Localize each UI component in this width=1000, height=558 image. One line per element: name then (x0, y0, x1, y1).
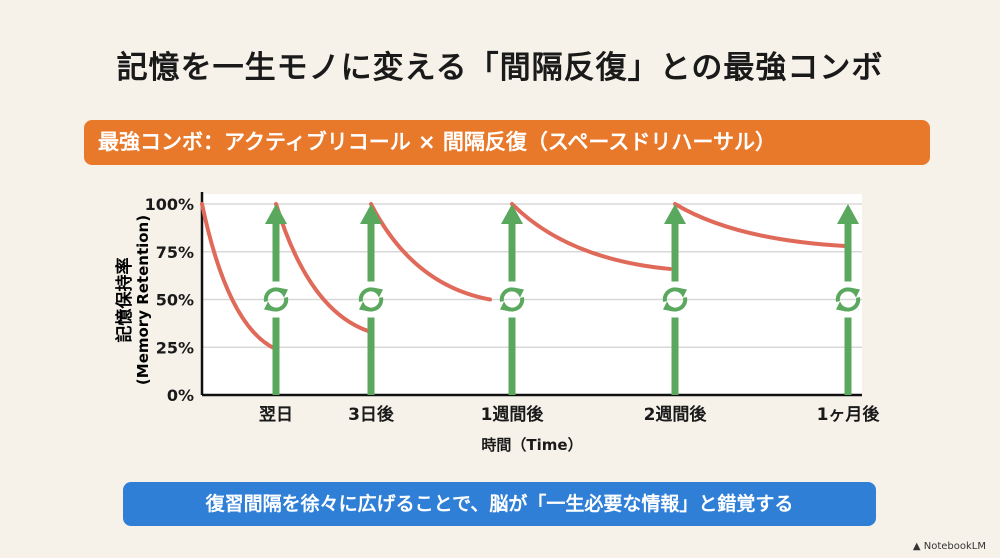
refresh-arrowhead (663, 301, 673, 312)
y-tick-label: 0% (167, 386, 194, 405)
up-arrow-icon (265, 204, 287, 224)
notebooklm-watermark: ▲ NotebookLM (912, 541, 986, 552)
refresh-arrowhead (359, 301, 369, 312)
x-tick-label: 2週間後 (644, 404, 708, 425)
y-tick-label: 100% (145, 195, 194, 214)
refresh-arrowhead (850, 287, 860, 298)
refresh-arrowhead (373, 287, 383, 298)
forgetting-curve (673, 202, 847, 249)
up-arrow-icon (664, 204, 686, 224)
combo-banner: 最強コンボ：アクティブリコール × 間隔反復（スペースドリハーサル） (84, 120, 930, 165)
refresh-arrowhead (278, 287, 288, 298)
y-axis-title-en: (Memory Retention) (134, 215, 152, 385)
x-axis-title: 時間（Time） (481, 436, 582, 454)
forgetting-curve (274, 202, 373, 334)
refresh-arrowhead (677, 287, 687, 298)
up-arrow-icon (837, 204, 859, 224)
watermark-text: NotebookLM (923, 541, 986, 552)
forgetting-curve (369, 202, 492, 302)
y-tick-label: 50% (156, 291, 194, 310)
up-arrow-icon (360, 204, 382, 224)
x-tick-label: 1ヶ月後 (817, 404, 881, 425)
x-tick-label: 3日後 (348, 404, 395, 425)
y-axis-title: 記憶保持率 (Memory Retention) (114, 215, 152, 385)
x-tick-label: 1週間後 (481, 404, 545, 425)
summary-banner: 復習間隔を徐々に広げることで、脳が「一生必要な情報」と錯覚する (123, 482, 876, 526)
plot-area (202, 194, 862, 395)
up-arrow-icon (501, 204, 523, 224)
forgetting-curve (510, 202, 672, 271)
refresh-arrowhead (836, 301, 846, 312)
y-tick-label: 75% (156, 243, 194, 262)
refresh-arrowhead (500, 301, 510, 312)
y-tick-label: 25% (156, 338, 194, 357)
forgetting-curve (200, 202, 278, 352)
refresh-arrowhead (514, 287, 524, 298)
refresh-arrowhead (264, 301, 274, 312)
y-axis-title-ja: 記憶保持率 (114, 258, 135, 343)
slide-title: 記憶を一生モノに変える「間隔反復」との最強コンボ (116, 50, 884, 86)
x-tick-label: 翌日 (259, 405, 293, 425)
